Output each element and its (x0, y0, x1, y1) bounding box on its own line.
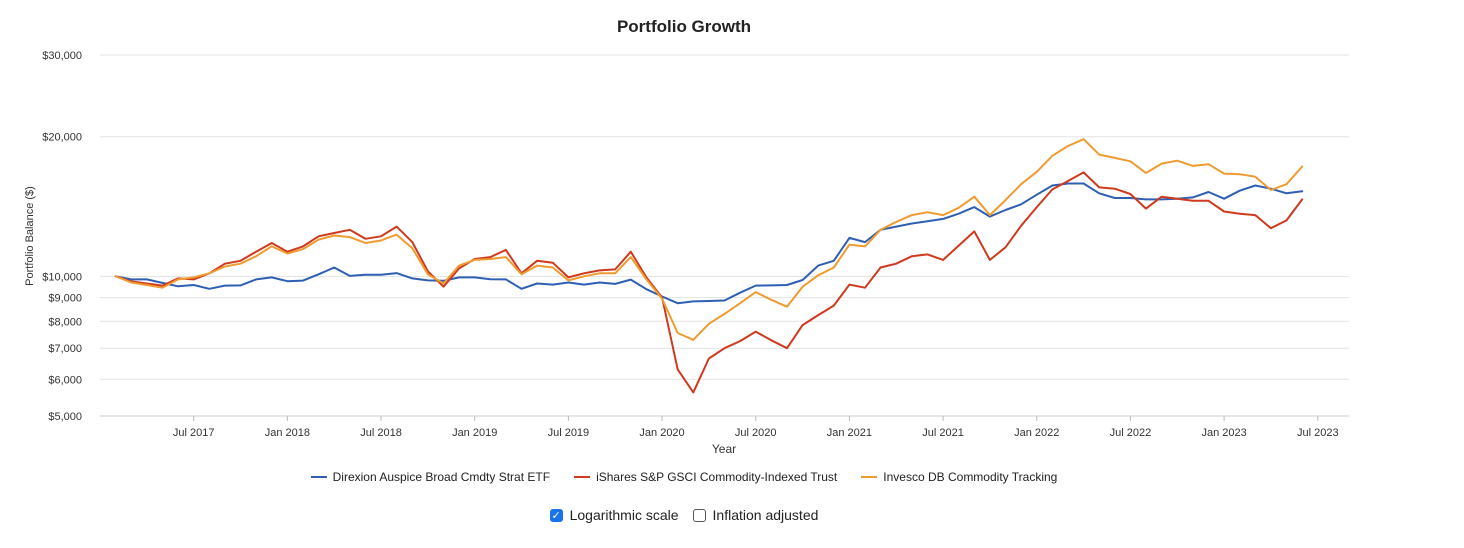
x-axis-label: Year (712, 442, 736, 456)
log-scale-label: Logarithmic scale (569, 507, 679, 523)
x-tick-label: Jul 2022 (1110, 427, 1152, 439)
y-tick-label: $9,000 (48, 293, 82, 305)
y-axis-label: Portfolio Balance ($) (24, 186, 36, 286)
x-tick-label: Jul 2023 (1297, 427, 1339, 439)
series-line-1 (114, 182, 1304, 305)
y-axis-ticks: $5,000 $6,000 $7,000 $8,000 $9,000 $10,000 $20… (42, 50, 82, 423)
legend-label: Invesco DB Commodity Tracking (883, 470, 1058, 484)
x-tick-label: Jan 2023 (1201, 427, 1246, 439)
checkmark-icon: ✓ (551, 508, 561, 522)
x-tick-label: Jul 2018 (360, 427, 402, 439)
y-tick-label: $10,000 (42, 271, 82, 283)
chart-legend: Direxion Auspice Broad Cmdty Strat ETF iS… (0, 470, 1368, 484)
y-tick-label: $30,000 (42, 50, 82, 62)
y-tick-label: $6,000 (48, 374, 82, 386)
chart-controls: ✓ Logarithmic scale Inflation adjusted (0, 507, 1368, 523)
legend-label: iShares S&P GSCI Commodity-Indexed Trust (596, 470, 838, 484)
y-tick-label: $20,000 (42, 132, 82, 144)
x-tick-label: Jul 2021 (922, 427, 964, 439)
log-scale-checkbox[interactable]: ✓ (549, 508, 563, 522)
x-tick-label: Jul 2020 (735, 427, 777, 439)
y-tick-label: $7,000 (48, 343, 82, 355)
x-tick-label: Jan 2020 (639, 427, 684, 439)
x-tick-label: Jan 2021 (827, 427, 872, 439)
legend-item-3[interactable]: Invesco DB Commodity Tracking (861, 470, 1057, 484)
x-tick-label: Jan 2019 (452, 427, 497, 439)
inflation-toggle[interactable]: Inflation adjusted (692, 507, 819, 523)
legend-swatch (310, 476, 327, 478)
x-tick-label: Jul 2017 (173, 427, 215, 439)
legend-swatch (574, 476, 591, 478)
x-axis-ticks: Jul 2017 Jan 2018 Jul 2018 Jan 2019 Jul 2019… (173, 416, 1339, 439)
series-line-2 (114, 171, 1304, 394)
legend-swatch (861, 476, 878, 478)
chart-title: Portfolio Growth (617, 17, 751, 36)
y-tick-label: $5,000 (48, 411, 82, 423)
gridlines (100, 54, 1349, 417)
y-tick-label: $8,000 (48, 316, 82, 328)
log-scale-toggle[interactable]: ✓ Logarithmic scale (549, 507, 679, 523)
legend-item-2[interactable]: iShares S&P GSCI Commodity-Indexed Trust (574, 470, 837, 484)
legend-label: Direxion Auspice Broad Cmdty Strat ETF (332, 470, 551, 484)
inflation-checkbox[interactable] (692, 508, 706, 522)
x-tick-label: Jul 2019 (548, 427, 590, 439)
series-lines (114, 138, 1304, 394)
series-line-3 (114, 138, 1304, 341)
x-tick-label: Jan 2018 (265, 427, 310, 439)
portfolio-growth-chart: Portfolio Growth $5,000 $6,000 $7,000 $8,00… (24, 17, 1349, 456)
x-tick-label: Jan 2022 (1014, 427, 1059, 439)
legend-item-1[interactable]: Direxion Auspice Broad Cmdty Strat ETF (310, 470, 551, 484)
inflation-label: Inflation adjusted (712, 507, 819, 523)
